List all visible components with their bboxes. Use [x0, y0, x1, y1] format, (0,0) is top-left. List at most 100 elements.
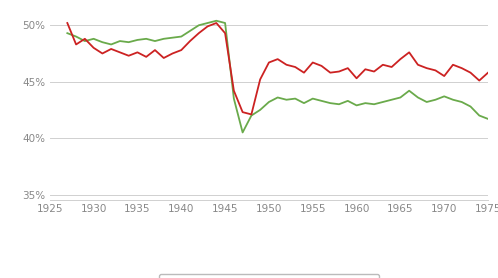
tax units	[266, 100, 272, 104]
equal-split adults	[169, 52, 175, 55]
tax units	[485, 117, 491, 121]
equal-split adults	[266, 61, 272, 64]
equal-split adults	[125, 54, 131, 57]
equal-split adults	[363, 68, 369, 71]
Line: equal-split adults: equal-split adults	[67, 23, 488, 115]
equal-split adults	[178, 48, 184, 52]
equal-split adults	[319, 64, 325, 68]
equal-split adults	[388, 65, 394, 69]
tax units	[134, 38, 140, 42]
tax units	[213, 19, 219, 23]
tax units	[388, 98, 394, 101]
equal-split adults	[485, 71, 491, 74]
tax units	[327, 101, 333, 105]
equal-split adults	[73, 43, 79, 46]
equal-split adults	[143, 55, 149, 59]
tax units	[64, 31, 70, 35]
tax units	[406, 89, 412, 92]
Legend: tax units, equal-split adults: tax units, equal-split adults	[158, 274, 379, 278]
equal-split adults	[275, 58, 281, 61]
tax units	[415, 96, 421, 99]
tax units	[345, 99, 351, 103]
tax units	[117, 39, 123, 43]
equal-split adults	[336, 70, 342, 73]
tax units	[292, 97, 298, 100]
tax units	[380, 100, 386, 104]
tax units	[424, 100, 430, 104]
tax units	[91, 37, 97, 41]
equal-split adults	[134, 51, 140, 54]
equal-split adults	[345, 66, 351, 70]
equal-split adults	[406, 51, 412, 54]
equal-split adults	[231, 89, 237, 92]
equal-split adults	[82, 37, 88, 41]
equal-split adults	[380, 63, 386, 66]
equal-split adults	[161, 56, 167, 60]
tax units	[249, 114, 254, 117]
tax units	[336, 103, 342, 106]
equal-split adults	[152, 48, 158, 52]
equal-split adults	[100, 52, 106, 55]
equal-split adults	[354, 77, 360, 80]
tax units	[187, 29, 193, 33]
equal-split adults	[91, 46, 97, 49]
equal-split adults	[441, 75, 447, 78]
tax units	[196, 24, 202, 27]
equal-split adults	[257, 78, 263, 81]
equal-split adults	[187, 39, 193, 43]
tax units	[450, 98, 456, 101]
tax units	[161, 37, 167, 41]
equal-split adults	[222, 31, 228, 35]
equal-split adults	[450, 63, 456, 66]
tax units	[178, 35, 184, 38]
equal-split adults	[310, 61, 316, 64]
equal-split adults	[424, 66, 430, 70]
tax units	[283, 98, 289, 101]
equal-split adults	[292, 65, 298, 69]
tax units	[108, 43, 114, 46]
tax units	[301, 101, 307, 105]
equal-split adults	[283, 63, 289, 66]
tax units	[459, 100, 465, 104]
tax units	[222, 21, 228, 25]
equal-split adults	[468, 71, 474, 74]
tax units	[354, 104, 360, 107]
equal-split adults	[205, 25, 211, 28]
tax units	[240, 131, 246, 134]
tax units	[73, 35, 79, 38]
tax units	[397, 96, 403, 99]
tax units	[257, 108, 263, 111]
equal-split adults	[371, 70, 377, 73]
tax units	[310, 97, 316, 100]
tax units	[169, 36, 175, 39]
equal-split adults	[415, 63, 421, 66]
equal-split adults	[301, 71, 307, 74]
equal-split adults	[397, 58, 403, 61]
equal-split adults	[213, 21, 219, 25]
tax units	[476, 114, 482, 117]
tax units	[205, 21, 211, 25]
equal-split adults	[240, 110, 246, 114]
Line: tax units: tax units	[67, 21, 488, 132]
tax units	[275, 96, 281, 99]
tax units	[432, 98, 438, 101]
equal-split adults	[476, 79, 482, 82]
equal-split adults	[459, 66, 465, 70]
tax units	[82, 39, 88, 43]
tax units	[125, 41, 131, 44]
tax units	[231, 97, 237, 100]
tax units	[143, 37, 149, 41]
tax units	[468, 105, 474, 108]
equal-split adults	[117, 51, 123, 54]
equal-split adults	[327, 71, 333, 74]
equal-split adults	[432, 69, 438, 72]
equal-split adults	[64, 21, 70, 25]
tax units	[441, 95, 447, 98]
equal-split adults	[196, 31, 202, 35]
tax units	[371, 103, 377, 106]
equal-split adults	[108, 47, 114, 51]
tax units	[100, 41, 106, 44]
tax units	[152, 39, 158, 43]
tax units	[319, 99, 325, 103]
tax units	[363, 101, 369, 105]
